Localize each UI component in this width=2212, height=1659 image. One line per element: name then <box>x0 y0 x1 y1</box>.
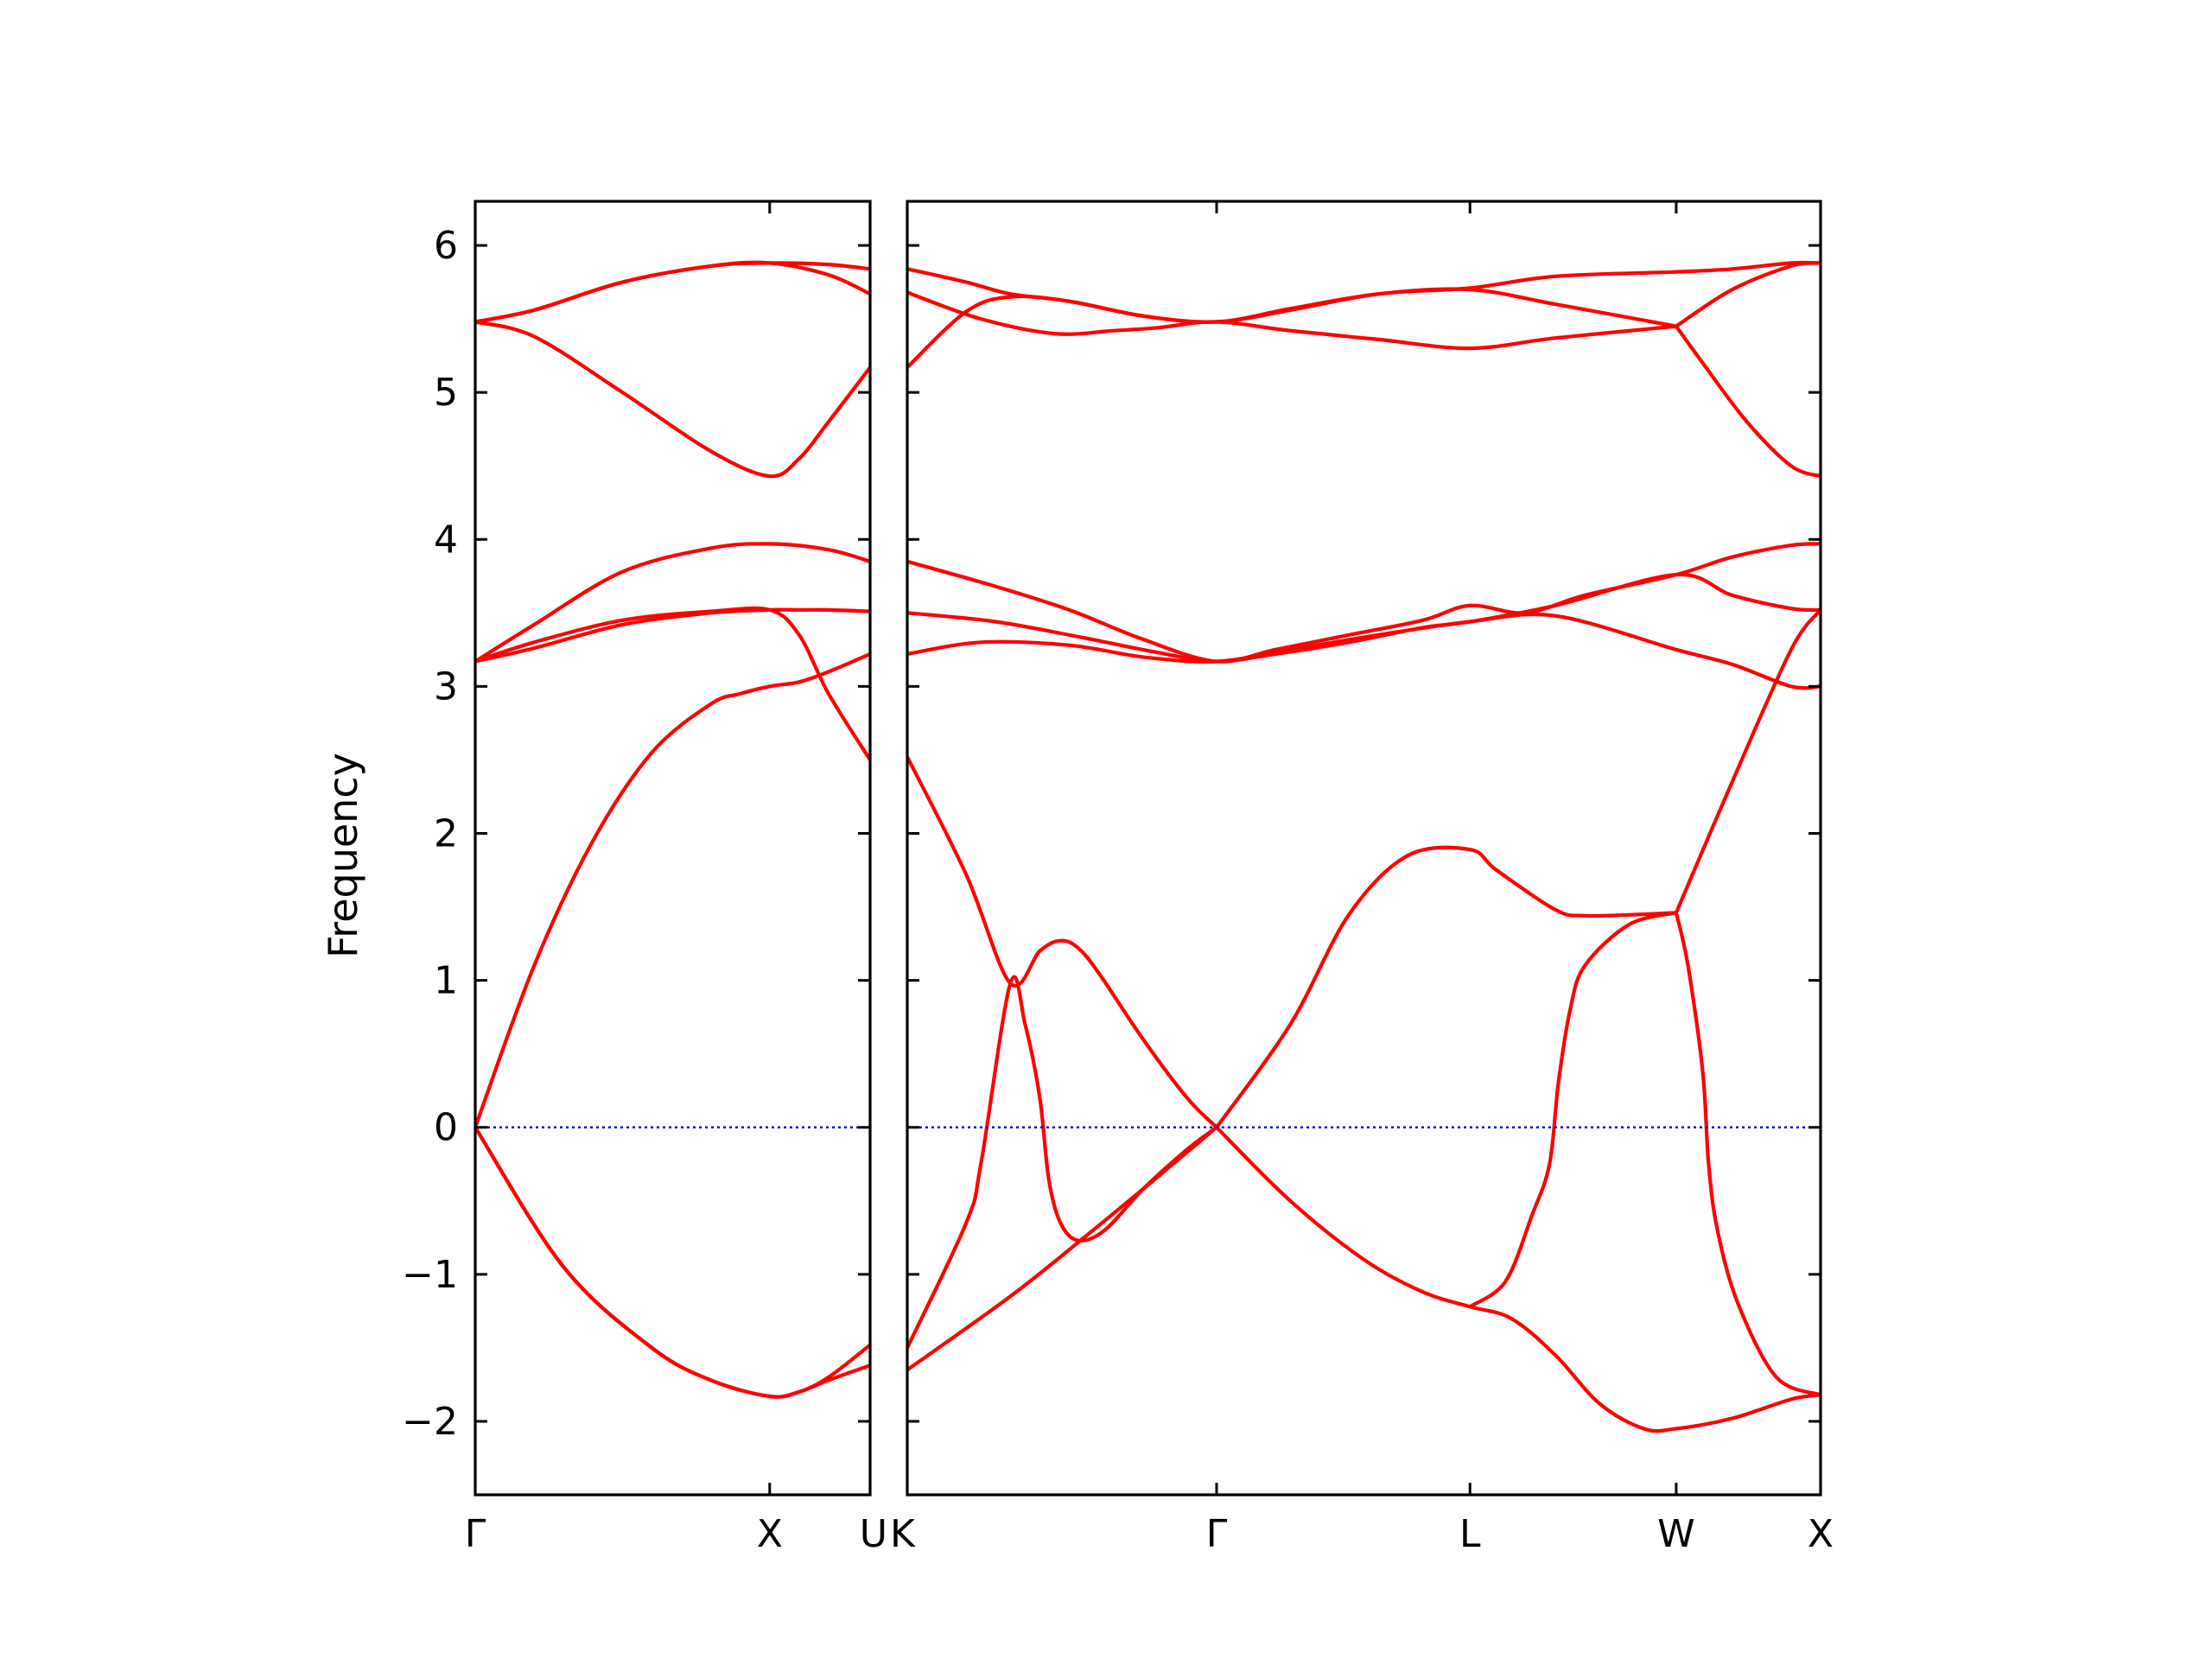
y-axis-ticks: −2 −1 0 1 2 3 4 5 6 <box>402 224 458 1444</box>
phonon-band-line <box>1674 607 1821 915</box>
y-tick-label: 3 <box>434 664 458 709</box>
phonon-band-line <box>475 320 870 479</box>
phonon-band-line <box>1674 324 1821 479</box>
phonon-band-line <box>1674 261 1821 328</box>
x-tick-label: U <box>860 1512 887 1556</box>
x-tick-label: K <box>890 1512 916 1556</box>
bands <box>475 260 870 1399</box>
phonon-band-line <box>475 542 870 664</box>
phonon-band-line <box>907 260 1821 324</box>
x-tick-label: X <box>757 1512 783 1556</box>
plot-frame <box>474 200 872 1497</box>
phonon-band-line <box>475 606 870 762</box>
bands <box>907 260 1821 1433</box>
phonon-band-line <box>907 572 1821 664</box>
phonon-band-line <box>475 1125 870 1399</box>
phonon-band-line <box>1674 911 1821 1397</box>
y-tick-label: 6 <box>434 224 458 268</box>
y-tick-label: 0 <box>434 1106 458 1150</box>
phonon-band-line <box>475 652 870 1129</box>
phonon-band-line <box>907 975 1219 1350</box>
x-tick-label: W <box>1657 1512 1695 1556</box>
y-tick-label: −2 <box>402 1400 458 1444</box>
phonon-band-line <box>907 754 1219 1129</box>
y-tick-label: 4 <box>434 518 458 562</box>
phonon-band-line <box>475 1125 870 1399</box>
y-axis-label: Frequency <box>320 753 366 958</box>
y-tick-label: 1 <box>434 959 458 1003</box>
y-tick-label: 2 <box>434 811 458 855</box>
x-tick-label: Γ <box>1206 1512 1228 1556</box>
y-tick-label: 5 <box>434 371 458 415</box>
x-tick-label: X <box>1808 1512 1834 1556</box>
x-tick-label: L <box>1459 1512 1481 1556</box>
phonon-band-line <box>475 261 870 324</box>
plot-frame <box>906 200 1822 1497</box>
x-tick-label: Γ <box>465 1512 486 1556</box>
y-tick-label: −1 <box>402 1253 458 1297</box>
phonon-band-line <box>1214 845 1678 1129</box>
phonon-band-line <box>1214 1125 1821 1433</box>
phonon-band-line <box>1468 911 1678 1309</box>
phonon-band-line <box>475 607 870 664</box>
phonon-band-line <box>907 542 1821 664</box>
phonon-band-line <box>907 612 1821 690</box>
phonon-band-line <box>907 290 1678 351</box>
